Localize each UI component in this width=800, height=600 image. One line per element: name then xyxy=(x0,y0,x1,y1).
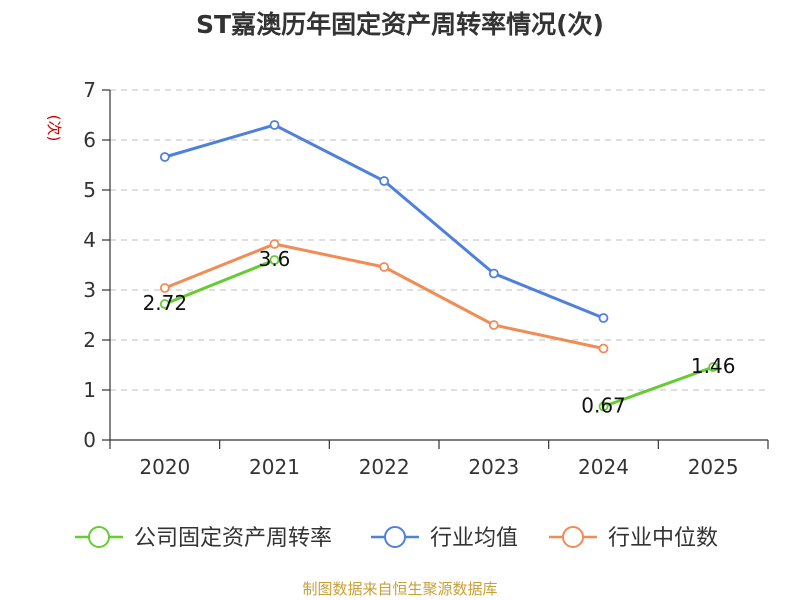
data-point xyxy=(379,262,390,272)
x-tick-label: 2020 xyxy=(139,455,190,479)
grid-lines xyxy=(110,89,768,391)
x-tick-label: 2024 xyxy=(578,455,629,479)
y-tick-label: 3 xyxy=(83,278,96,302)
y-axis-label: (次) xyxy=(45,115,63,142)
data-point xyxy=(488,320,499,330)
series-line xyxy=(602,365,714,408)
legend-label: 行业均值 xyxy=(430,526,518,551)
data-label: 3.6 xyxy=(259,247,291,271)
y-tick-label: 4 xyxy=(83,228,96,252)
data-point xyxy=(159,299,170,309)
legend-marker xyxy=(88,526,110,548)
legend-item[interactable]: 公司固定资产周转率 xyxy=(75,526,332,551)
data-label: 0.67 xyxy=(581,394,626,418)
data-point xyxy=(269,120,280,130)
data-labels: 2.72 3.6 0.67 1.46 xyxy=(143,247,736,418)
x-tick-labels: 2020 2021 2022 2023 2024 2025 xyxy=(139,455,738,479)
series-line xyxy=(164,123,605,320)
data-point xyxy=(379,176,390,186)
y-tick-label: 7 xyxy=(83,78,96,102)
chart-title: ST嘉澳历年固定资产周转率情况(次) xyxy=(196,10,604,39)
data-point xyxy=(708,362,719,372)
y-tick-label: 5 xyxy=(83,178,96,202)
source-note: 制图数据来自恒生聚源数据库 xyxy=(302,580,497,598)
legend-marker xyxy=(384,526,406,548)
x-tick-label: 2023 xyxy=(468,455,519,479)
data-point xyxy=(159,152,170,162)
y-tick-label: 0 xyxy=(83,428,96,452)
y-tick-label: 1 xyxy=(83,378,96,402)
data-point xyxy=(598,401,609,412)
legend-label: 行业中位数 xyxy=(608,526,718,551)
x-tick-label: 2022 xyxy=(359,455,410,479)
y-tick-label: 2 xyxy=(83,328,96,352)
series-line xyxy=(164,242,604,350)
legend[interactable]: 公司固定资产周转率 行业均值 行业中位数 xyxy=(75,526,718,551)
axes xyxy=(102,89,769,449)
x-tick-label: 2025 xyxy=(688,455,739,479)
data-point xyxy=(598,313,609,323)
data-point xyxy=(269,255,280,265)
legend-marker xyxy=(562,526,584,548)
legend-item[interactable]: 行业中位数 xyxy=(549,526,718,551)
data-label: 1.46 xyxy=(691,354,736,378)
y-tick-labels: 0 1 2 3 4 5 6 7 xyxy=(83,78,96,452)
data-point xyxy=(488,268,499,279)
y-tick-label: 6 xyxy=(83,128,96,152)
legend-item[interactable]: 行业均值 xyxy=(371,526,518,551)
x-tick-label: 2021 xyxy=(249,455,300,479)
data-point xyxy=(159,283,170,293)
legend-label: 公司固定资产周转率 xyxy=(134,526,332,551)
data-label: 2.72 xyxy=(143,291,188,315)
series-group xyxy=(159,120,719,412)
data-point xyxy=(598,343,609,354)
series-line xyxy=(164,258,276,306)
data-point xyxy=(269,239,280,249)
